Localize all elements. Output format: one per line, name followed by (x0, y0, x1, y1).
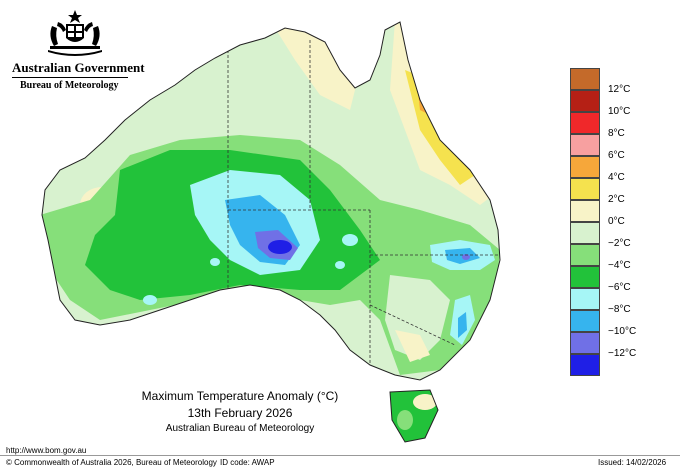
map-date: 13th February 2026 (187, 406, 293, 420)
legend-swatch-12 (570, 68, 600, 90)
legend-swatch-2 (570, 178, 600, 200)
copyright-text: © Commonwealth of Australia 2026, Bureau… (6, 458, 217, 467)
id-code-text: ID code: AWAP (220, 458, 275, 467)
legend-swatch-m10 (570, 310, 600, 332)
legend-label: 10°C (608, 106, 631, 117)
map-title: Maximum Temperature Anomaly (°C) (141, 389, 339, 403)
legend-swatch-m6 (570, 266, 600, 288)
temperature-anomaly-map (41, 21, 501, 443)
legend-label: 12°C (608, 84, 631, 95)
legend-swatch-m12 (570, 332, 600, 354)
government-name: Australian Government (12, 60, 145, 75)
legend-label: −8°C (608, 304, 631, 315)
legend-label: −4°C (608, 260, 631, 271)
legend-swatch-4 (570, 156, 600, 178)
legend-swatch-m8 (570, 288, 600, 310)
legend-swatch-6 (570, 134, 600, 156)
coat-of-arms-icon (48, 10, 102, 56)
bureau-name: Bureau of Meteorology (20, 80, 119, 91)
map-source: Australian Bureau of Meteorology (165, 423, 315, 434)
legend-swatch-bottom (570, 354, 600, 376)
legend-swatch-m2 (570, 222, 600, 244)
map-caption: Maximum Temperature Anomaly (°C) 13th Fe… (120, 388, 360, 436)
legend-label: −6°C (608, 282, 631, 293)
legend-label: 6°C (608, 150, 625, 161)
legend-label: 2°C (608, 194, 625, 205)
legend-label: 0°C (608, 216, 625, 227)
footer-divider (0, 455, 680, 456)
legend-label: −2°C (608, 238, 631, 249)
legend-swatch-8 (570, 112, 600, 134)
legend-label: −12°C (608, 348, 637, 359)
legend-swatch-0 (570, 200, 600, 222)
legend-label: 8°C (608, 128, 625, 139)
legend-label: 4°C (608, 172, 625, 183)
bom-url-link[interactable]: http://www.bom.gov.au (6, 446, 87, 455)
legend-swatch-m4 (570, 244, 600, 266)
legend-swatch-10 (570, 90, 600, 112)
issued-date-text: Issued: 14/02/2026 (598, 458, 667, 467)
logo-divider (12, 77, 128, 78)
legend-label: −10°C (608, 326, 637, 337)
